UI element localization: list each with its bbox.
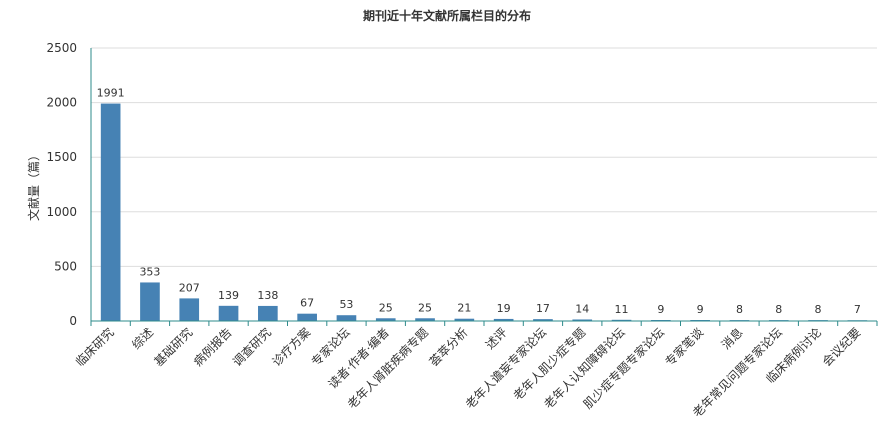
bar <box>493 318 514 321</box>
y-tick-label: 1500 <box>46 150 77 164</box>
x-tick-label: 诊疗方案 <box>269 325 314 370</box>
data-label: 25 <box>418 301 432 314</box>
data-label: 21 <box>457 302 471 315</box>
gridlines <box>91 47 877 267</box>
bar <box>258 305 278 321</box>
y-tick-label: 1000 <box>46 205 77 219</box>
bar <box>100 103 121 322</box>
x-tick-label: 消息 <box>718 325 746 353</box>
bar <box>454 318 475 321</box>
data-label: 8 <box>775 303 782 316</box>
x-tick-label: 会议纪要 <box>820 325 864 369</box>
y-tick-label: 0 <box>69 314 77 328</box>
axes <box>90 48 878 326</box>
x-tick-label: 综述 <box>129 325 156 352</box>
bar <box>297 313 317 321</box>
bar <box>218 305 239 321</box>
data-label: 8 <box>815 303 822 316</box>
y-axis-label: 文献量（篇） <box>26 149 41 221</box>
data-label: 19 <box>497 302 511 315</box>
data-label: 9 <box>657 303 664 316</box>
y-tick-label: 500 <box>54 259 77 273</box>
data-label: 7 <box>854 303 861 316</box>
chart-title: 期刊近十年文献所属栏目的分布 <box>363 8 531 23</box>
data-label: 9 <box>697 303 704 316</box>
bar <box>533 319 553 321</box>
bar <box>611 319 632 321</box>
x-tick-label: 专家笔谈 <box>662 325 707 370</box>
data-label: 138 <box>257 289 278 302</box>
data-label: 8 <box>736 303 743 316</box>
bar <box>375 318 396 321</box>
data-label: 67 <box>300 297 314 310</box>
bar <box>415 318 435 321</box>
data-label: 11 <box>615 303 629 316</box>
data-label: 353 <box>139 265 160 278</box>
x-tick-label: 基础研究 <box>151 325 196 370</box>
y-tick-label: 2000 <box>46 96 77 110</box>
data-label: 207 <box>179 281 200 294</box>
bars <box>100 103 868 322</box>
bar <box>572 319 593 321</box>
x-tick-label: 调查研究 <box>229 325 274 370</box>
bar <box>179 298 200 321</box>
x-tick-label: 老年人肌少症专题 <box>510 325 588 403</box>
y-tick-labels: 0 500 1000 1500 2000 2500 <box>46 41 77 328</box>
data-labels: 1991 353 207 139 138 67 53 25 25 21 19 17 14 11 9 9 8 8 8 7 <box>97 87 861 317</box>
bar <box>336 315 357 321</box>
data-label: 53 <box>339 298 353 311</box>
data-label: 25 <box>379 301 393 314</box>
bar <box>140 282 160 321</box>
x-tick-label: 病例报告 <box>190 325 235 370</box>
y-tick-label: 2500 <box>46 41 77 55</box>
x-tick-labels: 临床研究 综述基础研究病例报告调查研究诊疗方案专家论坛读者·作者·编者老年人肾脏疾… <box>72 325 863 420</box>
x-tick-label: 临床研究 <box>72 325 117 370</box>
data-label: 139 <box>218 289 239 302</box>
data-label: 1991 <box>97 87 125 100</box>
x-tick-label: 述评 <box>483 325 510 352</box>
x-tick-label: 荟萃分析 <box>427 325 471 369</box>
data-label: 17 <box>536 302 550 315</box>
data-label: 14 <box>575 302 589 315</box>
